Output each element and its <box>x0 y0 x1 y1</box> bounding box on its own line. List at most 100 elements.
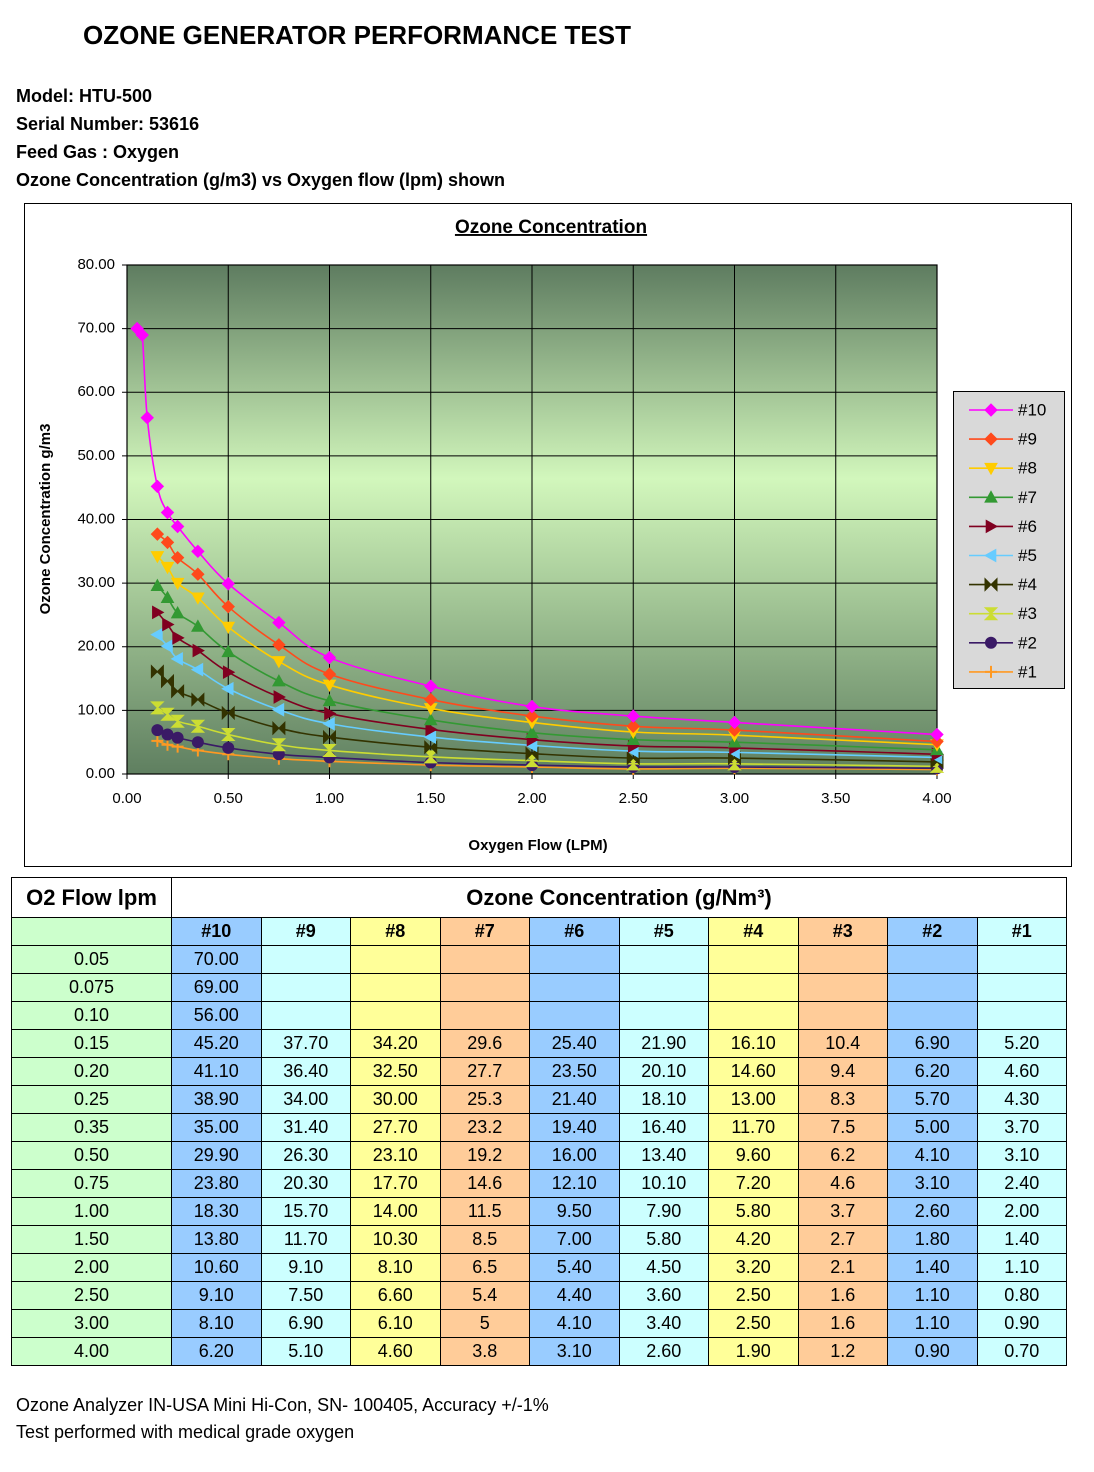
value-cell: 16.10 <box>708 1029 799 1058</box>
marker <box>423 750 438 764</box>
flow-cell: 2.50 <box>11 1281 172 1310</box>
empty-cell <box>529 973 620 1002</box>
value-cell: 23.10 <box>350 1141 441 1170</box>
data-row: 0.25 38.90 34.00 30.00 25.3 21.40 18.10 13.00 8.… <box>11 1085 1067 1114</box>
column-header: #8 <box>350 917 441 946</box>
marker <box>151 724 164 737</box>
value-cell: 1.10 <box>887 1281 978 1310</box>
marker <box>170 605 185 619</box>
marker <box>160 639 173 653</box>
marker <box>626 732 641 745</box>
value-cell: 4.10 <box>887 1141 978 1170</box>
value-cell: 4.10 <box>529 1309 620 1338</box>
value-cell: 8.5 <box>439 1225 530 1254</box>
value-cell: 18.30 <box>171 1197 262 1226</box>
value-cell: 9.60 <box>708 1141 799 1170</box>
value-cell: 37.70 <box>260 1029 351 1058</box>
empty-cell <box>708 973 799 1002</box>
legend-marker <box>984 432 998 446</box>
marker <box>930 727 944 742</box>
flow-cell: 1.00 <box>11 1197 172 1226</box>
value-cell: 34.00 <box>260 1085 351 1114</box>
marker <box>162 617 175 632</box>
value-cell: 4.50 <box>618 1253 709 1282</box>
value-cell: 7.90 <box>618 1197 709 1226</box>
y-axis-label: Ozone Concentration g/m3 <box>37 424 54 615</box>
value-cell: 5.80 <box>708 1197 799 1226</box>
value-cell: 23.2 <box>439 1113 530 1142</box>
marker <box>425 722 438 737</box>
value-cell: 4.40 <box>529 1281 620 1310</box>
marker <box>150 479 165 494</box>
value-cell: 7.20 <box>708 1169 799 1198</box>
info-line: Serial Number: 53616 <box>16 114 200 134</box>
marker <box>324 706 337 721</box>
legend-marker <box>984 577 998 592</box>
value-cell: 6.20 <box>887 1057 978 1086</box>
marker <box>271 702 285 717</box>
flow-cell: 0.05 <box>11 945 172 974</box>
marker <box>322 743 337 757</box>
footer-note: Ozone Analyzer IN-USA Mini Hi-Con, SN- 1… <box>16 1395 549 1415</box>
data-row: 0.50 29.90 26.30 23.10 19.2 16.00 13.40 9.60 6.2… <box>11 1141 1067 1170</box>
column-header: #10 <box>171 917 262 946</box>
legend-label: #10 <box>1018 400 1046 419</box>
value-cell: 5.80 <box>618 1225 709 1254</box>
value-cell: 2.00 <box>976 1197 1067 1226</box>
value-cell: 5.70 <box>887 1085 978 1114</box>
info-line: Feed Gas : Oxygen <box>16 142 180 162</box>
marker <box>626 709 640 723</box>
marker <box>191 736 204 749</box>
x-tick-label: 1.50 <box>416 790 445 807</box>
marker <box>221 728 236 742</box>
empty-cell <box>976 1001 1067 1030</box>
x-tick-label: 3.00 <box>720 790 749 807</box>
value-cell: 12.10 <box>529 1169 620 1198</box>
marker <box>221 599 235 614</box>
value-cell: 9.4 <box>797 1057 888 1086</box>
legend-label: #1 <box>1018 662 1037 681</box>
value-cell: 2.60 <box>618 1337 709 1366</box>
value-cell: 36.40 <box>260 1057 351 1086</box>
marker <box>424 740 438 755</box>
value-cell: 6.5 <box>439 1253 530 1282</box>
value-cell: 9.50 <box>529 1197 620 1226</box>
legend-marker <box>983 548 997 563</box>
value-cell: 5.40 <box>529 1253 620 1282</box>
value-cell: 32.50 <box>350 1057 441 1086</box>
column-header: #5 <box>618 917 709 946</box>
header-row: O2 Flow lpm Ozone Concentration (g/Nm³) <box>11 877 1067 918</box>
value-cell: 27.7 <box>439 1057 530 1086</box>
value-cell: 8.3 <box>797 1085 888 1114</box>
page-title: OZONE GENERATOR PERFORMANCE TEST <box>83 20 631 50</box>
value-cell: 10.4 <box>797 1029 888 1058</box>
empty-cell <box>708 1001 799 1030</box>
legend-label: #4 <box>1018 575 1037 594</box>
flow-cell: 0.10 <box>11 1001 172 1030</box>
legend-label: #2 <box>1018 633 1037 652</box>
value-cell: 2.50 <box>708 1309 799 1338</box>
value-cell: 15.70 <box>260 1197 351 1226</box>
marker <box>322 716 335 731</box>
marker <box>150 551 165 564</box>
flow-cell: 0.20 <box>11 1057 172 1086</box>
marker <box>170 550 185 565</box>
value-cell: 13.40 <box>618 1141 709 1170</box>
marker <box>160 707 175 721</box>
marker <box>272 720 286 736</box>
data-row: 2.00 10.60 9.10 8.10 6.5 5.40 4.50 3.20 2.1 1.40 1… <box>11 1253 1067 1282</box>
marker <box>323 729 336 745</box>
value-cell: 7.5 <box>797 1113 888 1142</box>
marker <box>160 535 175 550</box>
value-cell: 25.3 <box>439 1085 530 1114</box>
empty-cell <box>887 945 978 974</box>
value-cell: 17.70 <box>350 1169 441 1198</box>
chart: Ozone Concentration Oxygen Flow (LPM) Oz… <box>24 203 1072 867</box>
value-cell: 2.60 <box>887 1197 978 1226</box>
marker <box>160 505 175 520</box>
flow-cell: 0.75 <box>11 1169 172 1198</box>
empty-cell <box>529 1001 620 1030</box>
marker <box>525 699 539 714</box>
value-cell: 0.70 <box>976 1337 1067 1366</box>
value-cell: 6.90 <box>260 1309 351 1338</box>
